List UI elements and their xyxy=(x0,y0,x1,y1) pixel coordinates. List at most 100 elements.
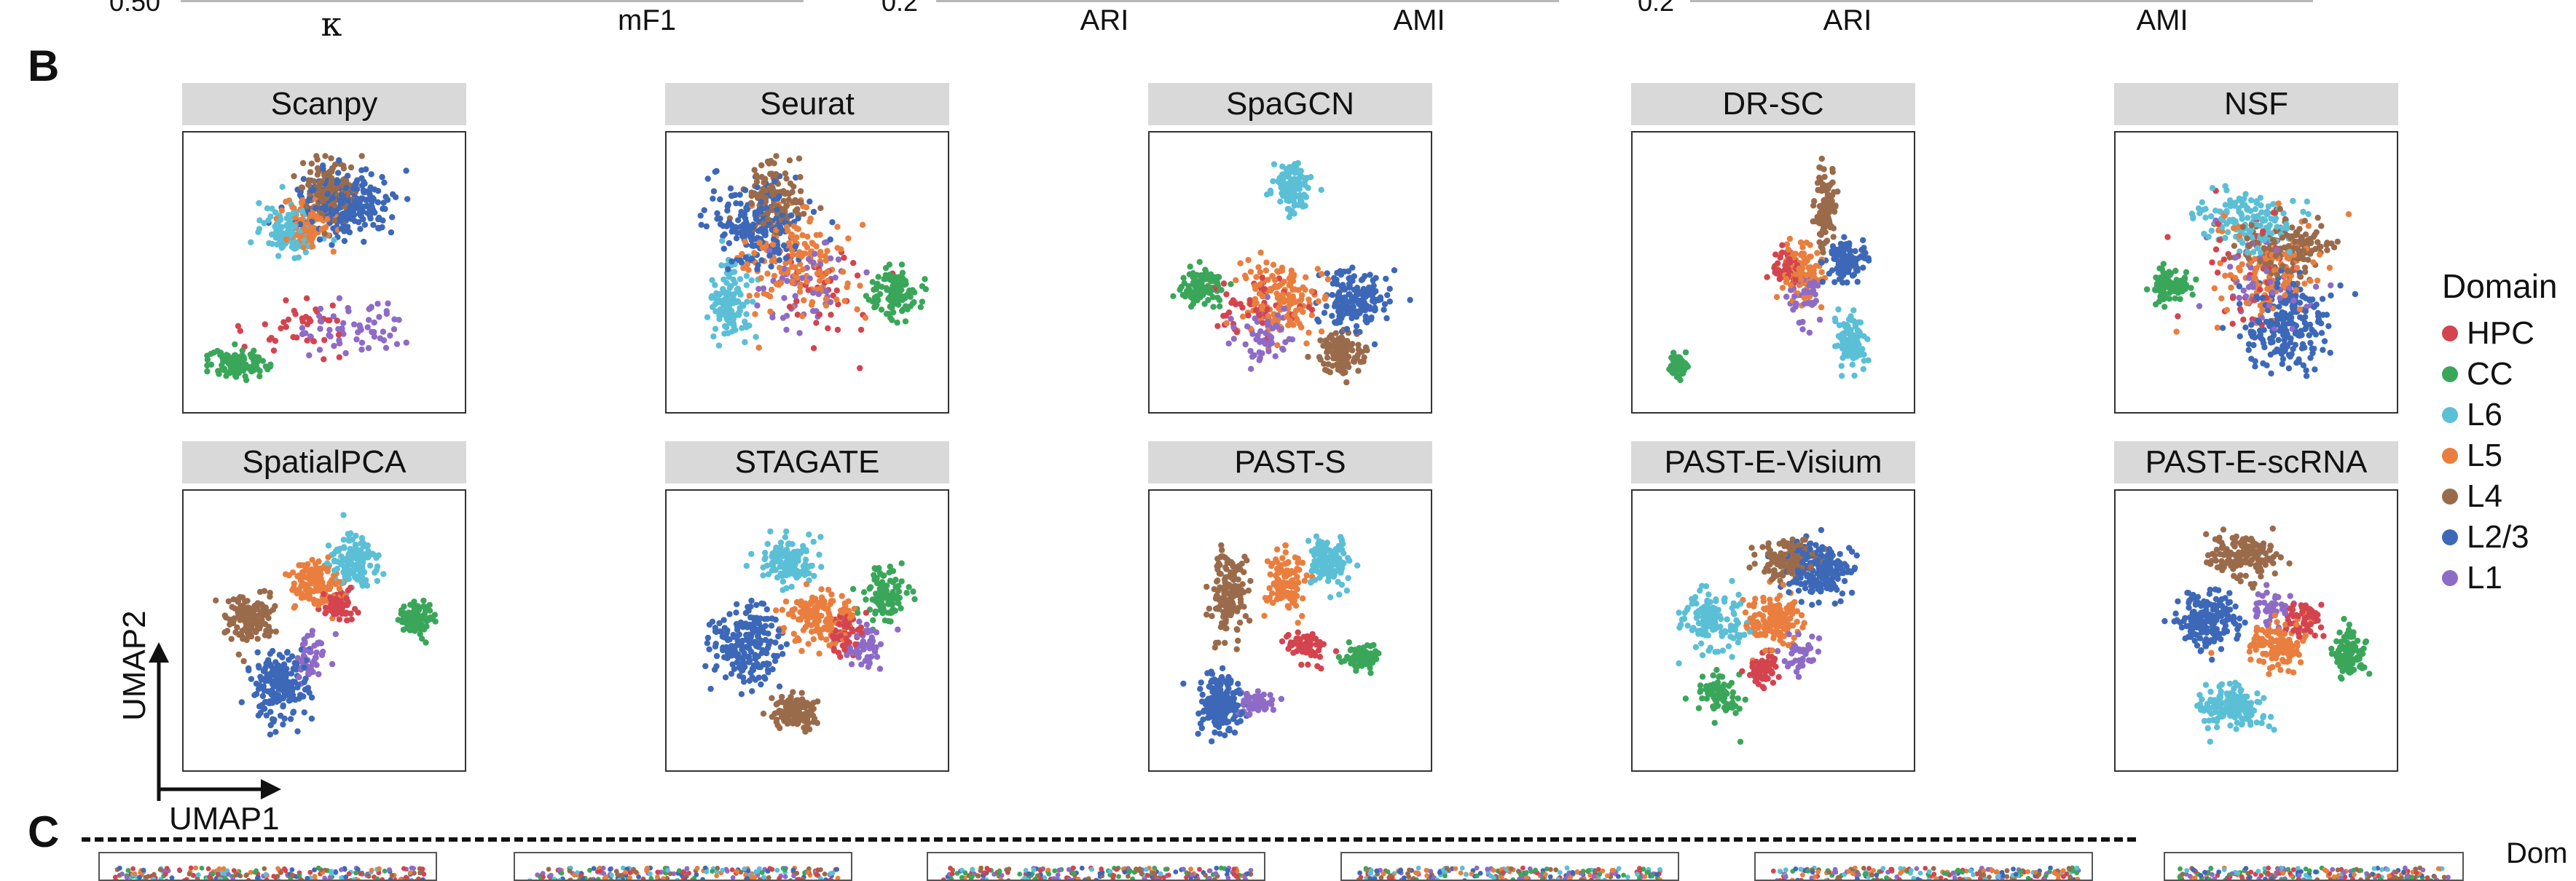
scatter-point xyxy=(711,189,717,194)
scatter-point xyxy=(750,221,756,227)
scatter-point xyxy=(292,311,298,317)
scatter-point xyxy=(1332,340,1338,346)
scatter-point xyxy=(1294,317,1300,323)
scatter-point xyxy=(790,252,796,258)
panel-title: Scanpy xyxy=(182,83,466,125)
scatter-point xyxy=(360,560,366,566)
scatter-point xyxy=(720,617,726,623)
scatter-point xyxy=(1826,210,1831,216)
scatter-point xyxy=(318,178,324,184)
scatter-point xyxy=(762,232,768,237)
scatter-point xyxy=(204,352,210,358)
scatter-point xyxy=(1391,267,1397,273)
umap-panel: Seurat xyxy=(665,83,949,414)
scatter-point xyxy=(266,633,272,639)
scatter-point xyxy=(758,199,763,205)
scatter-point xyxy=(304,228,310,234)
tick-label: 0.2 xyxy=(881,0,918,17)
scatter-point xyxy=(1673,358,1679,364)
scatter-point xyxy=(313,655,318,660)
scatter-point xyxy=(1786,247,1791,253)
scatter-point xyxy=(252,360,258,366)
scatter-point xyxy=(706,647,712,652)
scatter-point xyxy=(900,270,906,276)
scatter-point xyxy=(773,171,779,177)
scatter-point xyxy=(780,208,785,213)
scatter-point xyxy=(1835,307,1841,312)
axis-label-ari: ARI xyxy=(1080,4,1129,37)
scatter-point xyxy=(2271,218,2277,224)
scatter-point xyxy=(262,609,267,615)
scatter-point xyxy=(1180,275,1186,281)
scatter-point xyxy=(1831,279,1837,285)
scatter-point xyxy=(2209,228,2215,234)
scatter-point xyxy=(2231,243,2237,249)
scatter-point xyxy=(861,589,867,595)
scatter-point xyxy=(1293,307,1299,313)
scatter-point xyxy=(793,293,798,299)
scatter-point xyxy=(321,337,327,343)
scatter-point xyxy=(2153,274,2159,280)
scatter-point xyxy=(1340,352,1346,357)
scatter-point xyxy=(1683,349,1689,355)
scatter-point xyxy=(1841,331,1847,337)
scatter-point xyxy=(1245,257,1251,263)
scatter-point xyxy=(1796,266,1802,272)
scatter-point xyxy=(1850,339,1856,345)
scatter-point xyxy=(345,588,351,593)
scatter-point xyxy=(1226,341,1232,347)
scatter-point xyxy=(2277,325,2283,331)
scatter-point xyxy=(713,663,719,669)
scatter-point xyxy=(1268,190,1273,196)
scatter-point xyxy=(704,224,710,229)
scatter-point xyxy=(1771,265,1777,271)
scatter-point xyxy=(1360,305,1366,311)
scatter-point xyxy=(1209,276,1214,282)
scatter-point xyxy=(300,160,306,166)
scatter-point xyxy=(740,265,746,271)
scatter-point xyxy=(2230,295,2236,301)
scatter-point xyxy=(2236,209,2242,215)
scatter-point xyxy=(316,313,322,319)
scatter-point xyxy=(776,194,782,199)
scatter-point xyxy=(1820,279,1826,285)
scatter-point xyxy=(322,203,328,209)
scatter-point xyxy=(1774,294,1780,300)
scatter-point xyxy=(1807,280,1813,286)
scatter-point xyxy=(329,578,334,584)
scatter-point xyxy=(2292,304,2298,309)
scatter-point xyxy=(1224,320,1230,326)
axis-label-mf1: mF1 xyxy=(618,4,676,37)
scatter-point xyxy=(2314,277,2320,283)
scatter-point xyxy=(825,278,830,284)
scatter-point xyxy=(771,237,777,242)
scatter-point xyxy=(2310,259,2316,265)
scatter-point xyxy=(297,692,303,698)
scatter-point xyxy=(2320,296,2325,301)
scatter-point xyxy=(1289,196,1295,202)
scatter-point xyxy=(2298,274,2304,280)
scatter-point xyxy=(2224,307,2230,313)
scatter-point xyxy=(731,291,737,297)
scatter-point xyxy=(1353,329,1359,335)
scatter-point xyxy=(2182,274,2188,280)
scatter-point xyxy=(2252,363,2258,369)
scatter-point xyxy=(781,242,787,248)
scatter-point xyxy=(313,213,319,219)
scatter-point xyxy=(2274,247,2279,253)
scatter-point xyxy=(1210,294,1216,300)
scatter-point xyxy=(1803,272,1809,278)
scatter-point xyxy=(1253,274,1259,280)
scatter-point xyxy=(301,176,307,182)
scatter-point xyxy=(828,312,833,317)
umap-scatter-plot xyxy=(1631,131,1915,414)
scatter-point xyxy=(1268,338,1273,344)
umap-panel: STAGATE xyxy=(665,441,949,772)
scatter-point xyxy=(872,610,878,616)
scatter-point xyxy=(301,245,307,250)
scatter-point xyxy=(2213,246,2219,252)
scatter-point xyxy=(793,225,799,231)
scatter-point xyxy=(1802,288,1807,293)
scatter-point xyxy=(816,291,822,297)
scatter-point xyxy=(339,211,345,217)
